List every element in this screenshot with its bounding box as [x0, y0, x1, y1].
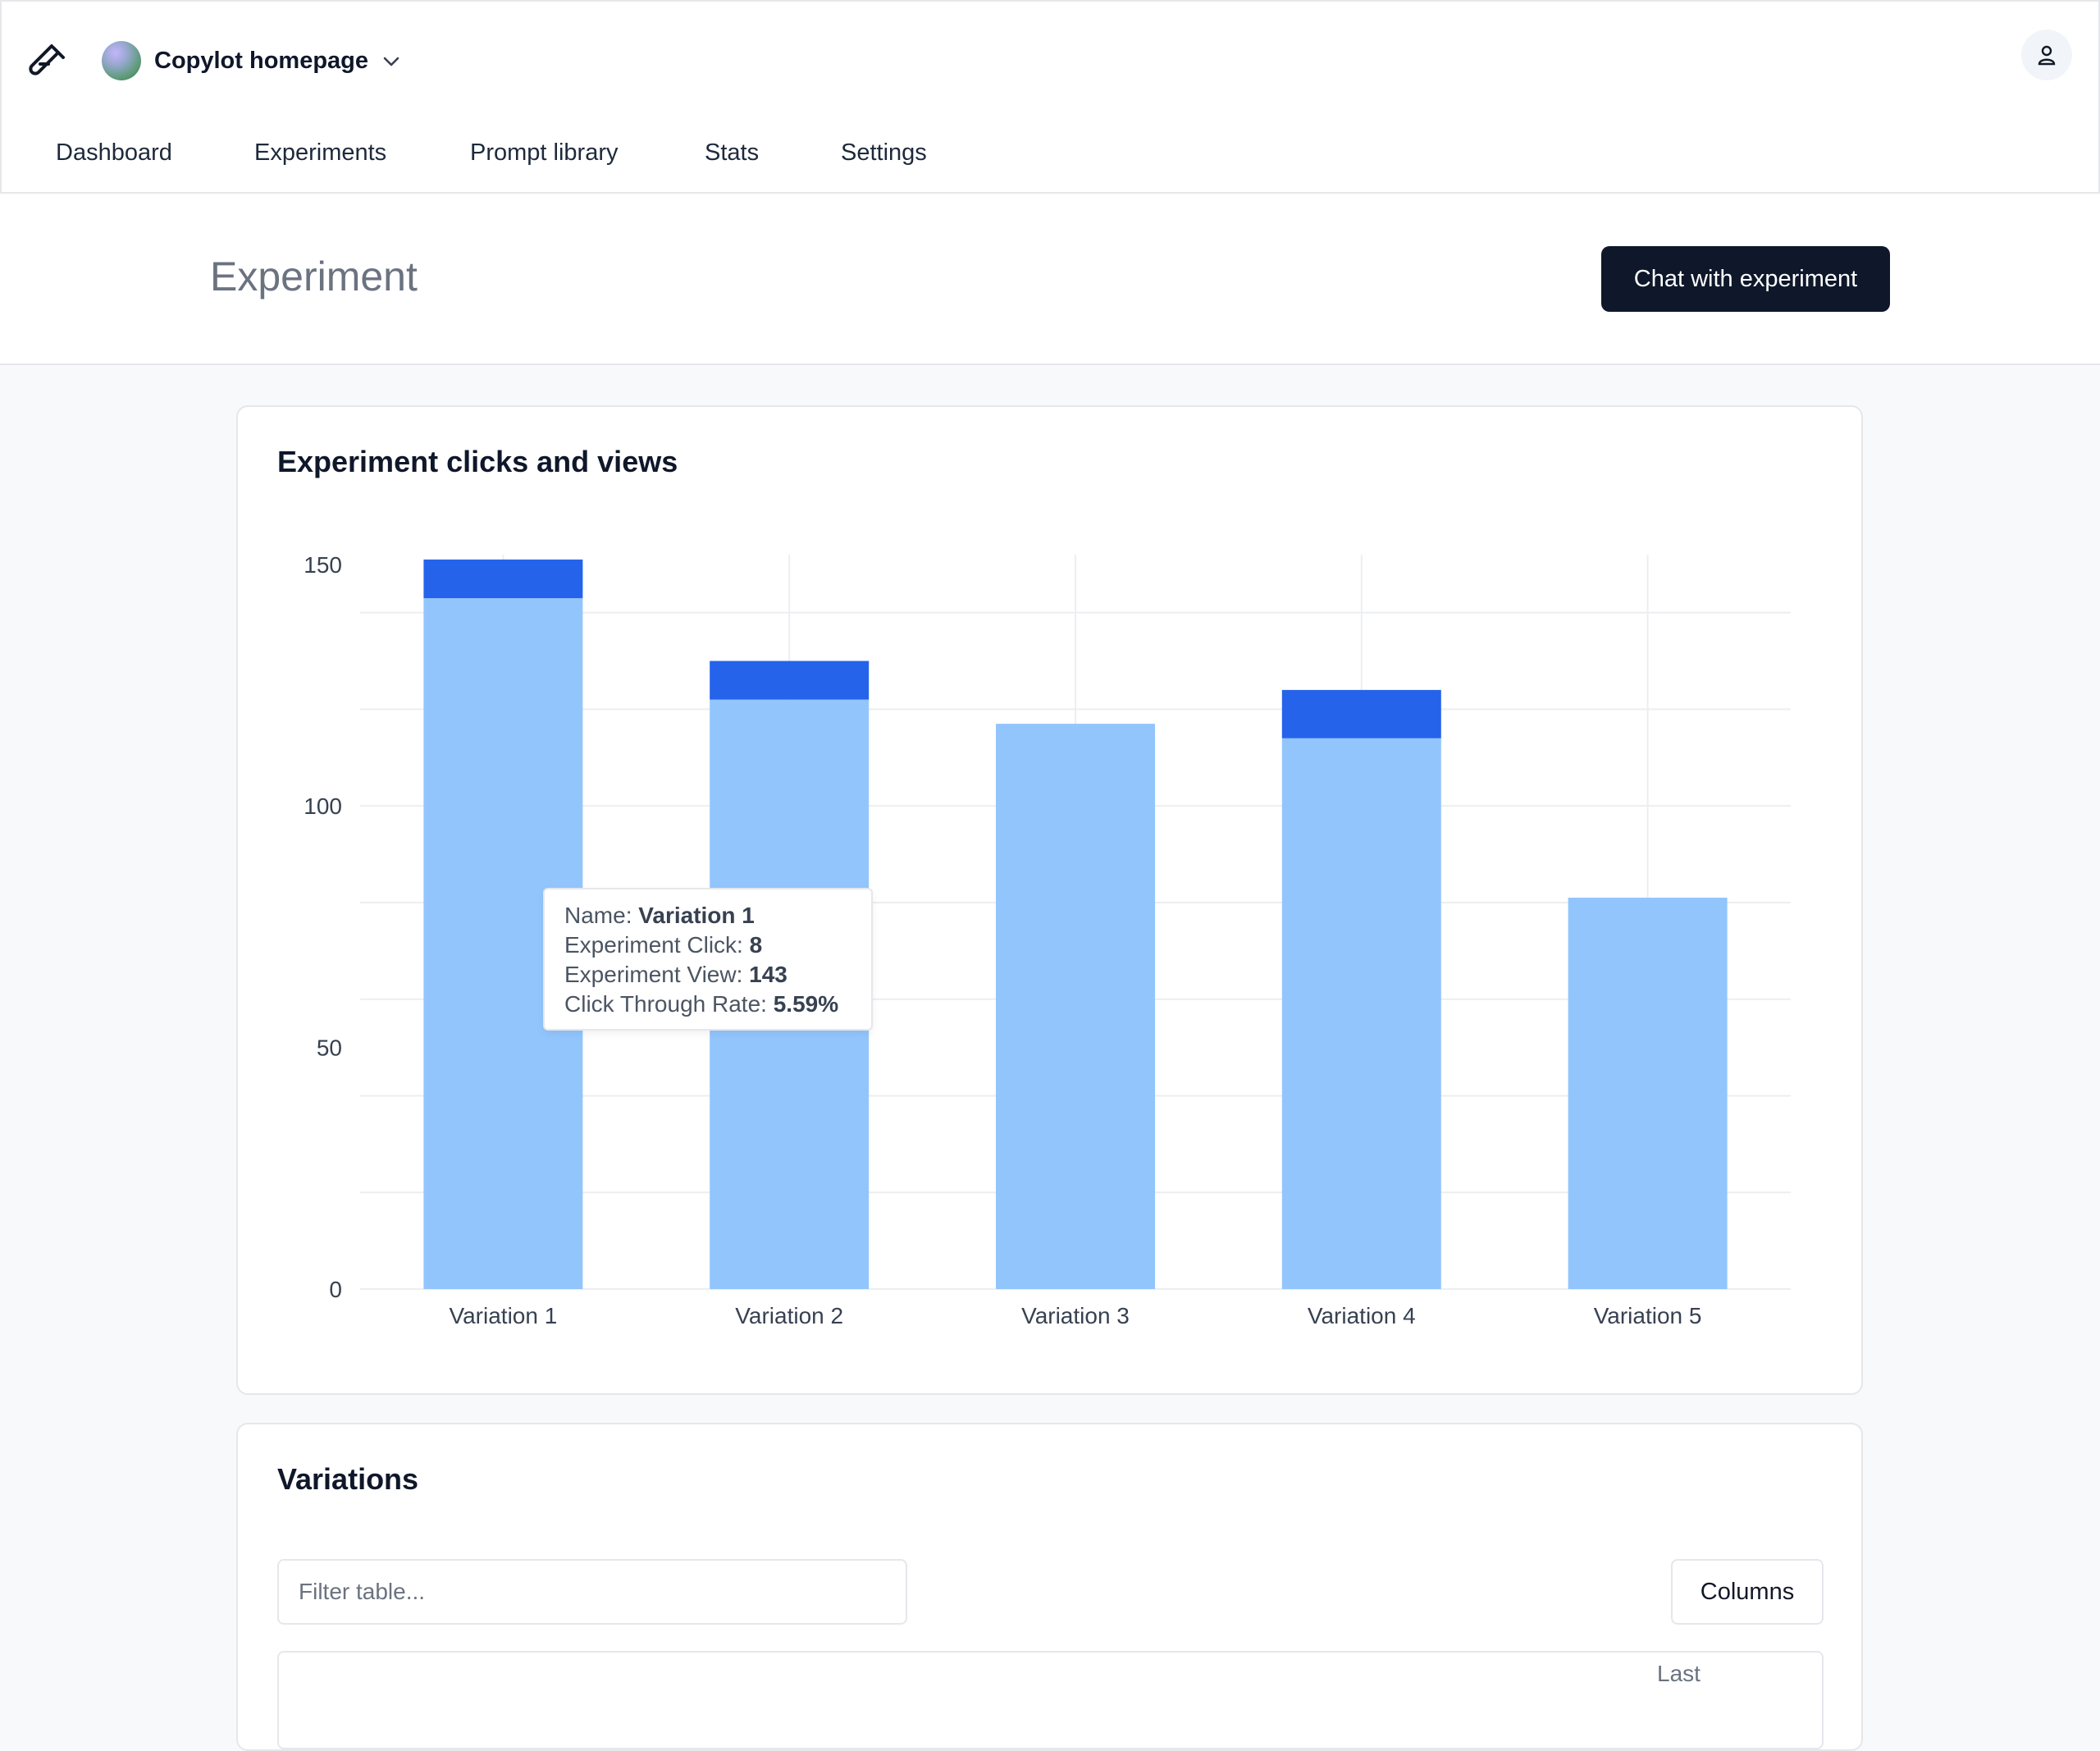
- tooltip-ctr-row: Click Through Rate: 5.59%: [564, 991, 839, 1017]
- project-name[interactable]: Copylot homepage: [154, 48, 369, 74]
- variations-card: Variations Columns Last: [236, 1423, 1863, 1751]
- chart-tooltip: Name: Variation 1 Experiment Click: 8 Ex…: [543, 888, 873, 1031]
- chat-with-experiment-button[interactable]: Chat with experiment: [1601, 246, 1890, 312]
- project-avatar[interactable]: [102, 41, 141, 80]
- x-tick-label: Variation 5: [1594, 1303, 1702, 1328]
- bar-view-4: [1281, 738, 1441, 1289]
- nav-stats[interactable]: Stats: [705, 139, 760, 166]
- test-tube-icon[interactable]: [29, 43, 68, 82]
- nav-experiments[interactable]: Experiments: [254, 139, 387, 166]
- page-header: Experiment Chat with experiment: [0, 194, 2100, 365]
- tooltip-name-row: Name: Variation 1: [564, 903, 755, 928]
- bar-click-1: [423, 559, 583, 598]
- variations-card-title: Variations: [277, 1462, 419, 1496]
- chart-card-title: Experiment clicks and views: [277, 445, 678, 478]
- nav-prompt-library[interactable]: Prompt library: [470, 139, 619, 166]
- x-tick-label: Variation 4: [1308, 1303, 1416, 1328]
- chevron-down-icon[interactable]: [381, 51, 402, 72]
- x-tick-label: Variation 1: [450, 1303, 558, 1328]
- top-navigation-bar: Copylot homepage Dashboard Experiments P…: [0, 0, 2100, 194]
- tooltip-click-row: Experiment Click: 8: [564, 932, 763, 958]
- y-tick-label: 150: [304, 552, 342, 578]
- table-header-last[interactable]: Last: [1657, 1661, 1701, 1686]
- bar-click-4: [1281, 689, 1441, 738]
- nav-settings[interactable]: Settings: [841, 139, 927, 166]
- filter-table-input[interactable]: [277, 1559, 907, 1625]
- nav-dashboard[interactable]: Dashboard: [56, 139, 172, 166]
- x-tick-label: Variation 2: [735, 1303, 843, 1328]
- y-tick-label: 50: [317, 1036, 342, 1061]
- columns-button[interactable]: Columns: [1671, 1559, 1824, 1625]
- tooltip-view-row: Experiment View: 143: [564, 962, 788, 987]
- page-title: Experiment: [210, 254, 418, 299]
- bar-view-3: [996, 724, 1155, 1289]
- variations-table-header: Last: [277, 1651, 1824, 1749]
- chart-card: Experiment clicks and views 0 50 100 150 Var…: [236, 405, 1863, 1395]
- y-tick-label: 0: [329, 1277, 342, 1302]
- user-menu-button[interactable]: [2021, 30, 2072, 80]
- y-tick-label: 100: [304, 793, 342, 819]
- bar-click-2: [710, 661, 870, 700]
- stacked-bar-chart: 0 50 100 150 Variation 1 Variation 2 Variation…: [304, 552, 1791, 1328]
- user-icon: [2038, 45, 2056, 66]
- bar-view-5: [1568, 898, 1728, 1289]
- x-tick-label: Variation 3: [1021, 1303, 1130, 1328]
